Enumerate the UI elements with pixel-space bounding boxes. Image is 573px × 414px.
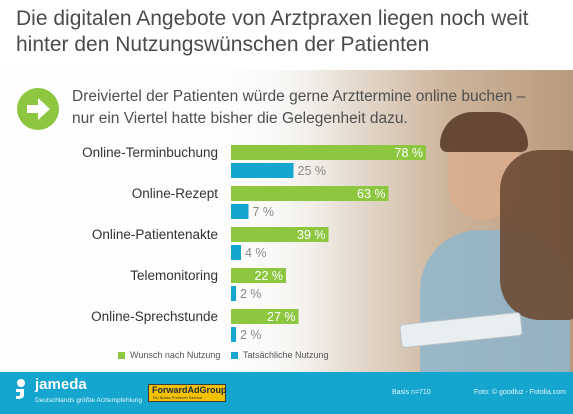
brand-tagline: Deutschlands größte Arztempfehlung	[35, 397, 142, 404]
value-label-desire-online-terminbuchung: 78 %	[395, 146, 424, 160]
legend-item-actual: Tatsächliche Nutzung	[231, 350, 329, 360]
value-label-actual-online-sprechstunde: 2 %	[240, 328, 262, 342]
category-label-online-sprechstunde: Online-Sprechstunde	[91, 309, 218, 324]
value-label-actual-online-terminbuchung: 25 %	[298, 164, 327, 178]
legend-swatch-desire	[118, 352, 125, 359]
value-label-actual-telemonitoring: 2 %	[240, 287, 262, 301]
bar-desire-online-patientenakte	[231, 227, 329, 242]
value-label-desire-telemonitoring: 22 %	[255, 269, 284, 283]
value-label-actual-online-patientenakte: 4 %	[245, 246, 267, 260]
arrow-right-icon	[17, 88, 59, 130]
legend-label-actual: Tatsächliche Nutzung	[243, 350, 329, 360]
bar-actual-online-patientenakte	[231, 245, 241, 260]
category-label-online-patientenakte: Online-Patientenakte	[92, 227, 218, 242]
bar-desire-telemonitoring	[231, 268, 286, 283]
bar-actual-online-terminbuchung	[231, 163, 294, 178]
legend-swatch-actual	[231, 352, 238, 359]
legend-label-desire: Wunsch nach Nutzung	[130, 350, 221, 360]
jameda-logo-icon	[16, 379, 25, 399]
category-label-online-rezept: Online-Rezept	[132, 186, 219, 201]
bar-desire-online-rezept	[231, 186, 389, 201]
category-label-online-terminbuchung: Online-Terminbuchung	[82, 145, 218, 160]
legend-item-desire: Wunsch nach Nutzung	[118, 350, 220, 360]
sample-basis: Basis n=710	[392, 389, 431, 396]
bar-desire-online-terminbuchung	[231, 145, 426, 160]
photo-credit: Foto: © goodluz - Fotolia.com	[474, 389, 566, 396]
subtitle: Dreiviertel der Patienten würde gerne Ar…	[72, 88, 526, 127]
bar-actual-telemonitoring	[231, 286, 236, 301]
brand-name: jameda	[35, 376, 87, 393]
bar-desire-online-sprechstunde	[231, 309, 299, 324]
bar-actual-online-sprechstunde	[231, 327, 236, 342]
partner-subline: Ein Burda Premium Service	[153, 395, 203, 400]
value-label-actual-online-rezept: 7 %	[253, 205, 275, 219]
category-label-telemonitoring: Telemonitoring	[130, 268, 218, 283]
footer-bar: jameda Deutschlands größte Arztempfehlun…	[0, 372, 573, 414]
value-label-desire-online-sprechstunde: 27 %	[267, 310, 296, 324]
value-label-desire-online-rezept: 63 %	[357, 187, 386, 201]
partner-name: ForwardAdGroup	[152, 385, 227, 395]
headline: Die digitalen Angebote von Arztpraxen li…	[16, 7, 529, 56]
partner-logo: ForwardAdGroup Ein Burda Premium Service	[148, 384, 227, 402]
value-label-desire-online-patientenakte: 39 %	[297, 228, 326, 242]
bar-actual-online-rezept	[231, 204, 249, 219]
